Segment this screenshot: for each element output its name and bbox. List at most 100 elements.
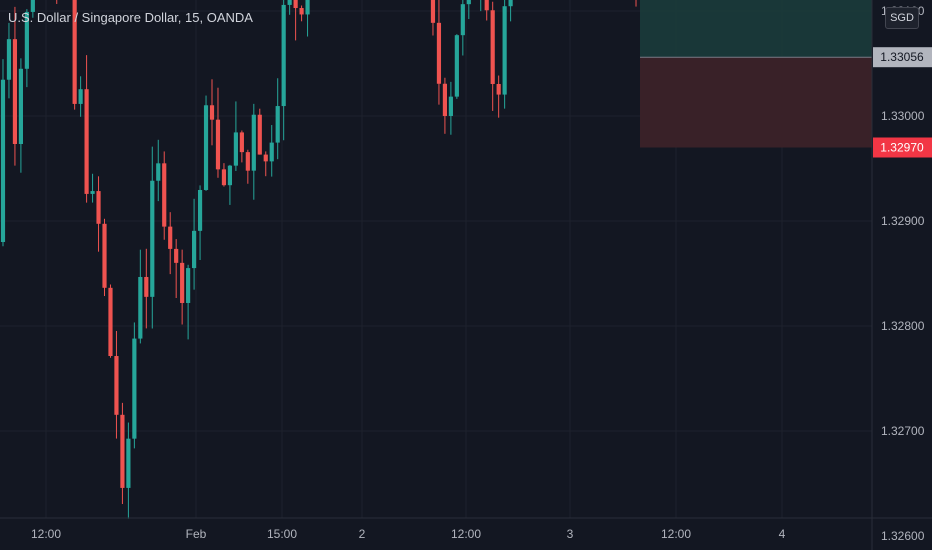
candle xyxy=(257,108,262,155)
candle xyxy=(108,284,113,358)
x-tick-label: 3 xyxy=(567,527,574,541)
candle-body xyxy=(114,356,119,415)
candle-body xyxy=(215,119,221,170)
candle xyxy=(454,34,459,99)
candle xyxy=(466,0,471,20)
candle-body xyxy=(281,4,286,107)
candle-body xyxy=(293,0,298,9)
candle-body xyxy=(257,114,262,155)
candle xyxy=(281,0,286,141)
candle xyxy=(233,101,238,172)
candle xyxy=(484,0,489,21)
candle-body xyxy=(168,226,173,249)
candle-body xyxy=(502,6,507,95)
candle xyxy=(275,78,280,160)
candle xyxy=(138,249,143,344)
candle xyxy=(215,87,221,178)
candle-body xyxy=(186,268,191,303)
x-tick-label: 15:00 xyxy=(267,527,297,541)
candle xyxy=(30,0,35,18)
stop-loss-label: 1.32970 xyxy=(873,137,932,158)
candle xyxy=(209,79,215,146)
candle xyxy=(508,0,513,22)
x-tick-label: Feb xyxy=(186,527,207,541)
candle-body xyxy=(436,22,442,84)
candle xyxy=(78,76,83,117)
y-tick-label: 1.33000 xyxy=(881,109,925,123)
candle-body xyxy=(263,154,268,162)
candle xyxy=(191,198,197,290)
candle xyxy=(245,149,250,184)
candle-body xyxy=(197,189,203,231)
candle xyxy=(132,322,137,449)
candle xyxy=(436,0,442,105)
candle-body xyxy=(287,0,292,5)
candle xyxy=(144,248,149,329)
candle xyxy=(126,422,131,519)
candle xyxy=(263,151,268,177)
candle-body xyxy=(84,89,89,194)
x-tick-label: 12:00 xyxy=(661,527,691,541)
candle-body xyxy=(448,96,453,116)
candle xyxy=(197,185,203,260)
candle-body xyxy=(90,191,95,194)
candle xyxy=(0,59,6,247)
candle xyxy=(96,176,101,252)
candle-body xyxy=(126,438,131,488)
entry-price-label-bg xyxy=(873,47,932,68)
candle-body xyxy=(78,89,83,104)
candle xyxy=(180,249,185,325)
candle xyxy=(460,0,465,56)
candle-body xyxy=(233,132,238,166)
candle-body xyxy=(221,169,227,186)
position-zones xyxy=(640,0,872,148)
y-tick-label: 1.32800 xyxy=(881,319,925,333)
candle xyxy=(6,22,12,99)
candle xyxy=(502,0,507,109)
candle-body xyxy=(120,414,125,488)
candle xyxy=(174,239,179,299)
candle-body xyxy=(508,0,513,7)
candle xyxy=(305,0,310,37)
x-tick-label: 2 xyxy=(359,527,366,541)
candle-body xyxy=(251,114,256,171)
candle-body xyxy=(245,152,250,171)
candle-body xyxy=(460,4,465,36)
candle-body xyxy=(180,262,185,303)
candle xyxy=(84,55,89,203)
loss-zone xyxy=(640,57,872,148)
candle xyxy=(186,264,191,340)
candle-body xyxy=(156,163,161,181)
candle-body xyxy=(96,191,101,224)
x-tick-label: 4 xyxy=(779,527,786,541)
candle-body xyxy=(484,0,489,11)
candle xyxy=(72,0,77,110)
candle-body xyxy=(466,0,471,5)
candle-body xyxy=(191,230,197,269)
candle-body xyxy=(150,180,155,297)
profit-zone xyxy=(640,0,872,58)
candle xyxy=(168,212,173,275)
y-tick-label: 1.32600 xyxy=(881,529,925,543)
candle-body xyxy=(12,39,18,145)
candle-body xyxy=(108,287,113,357)
candle-body xyxy=(18,68,23,145)
candle xyxy=(221,163,227,187)
candle-body xyxy=(30,0,35,12)
candle xyxy=(162,151,167,240)
candle xyxy=(442,77,448,134)
candle-body xyxy=(174,248,179,263)
candle-body xyxy=(138,276,143,339)
candle xyxy=(490,1,495,111)
stop-loss-label-text: 1.32970 xyxy=(880,141,924,155)
candle xyxy=(448,81,453,135)
candle-body xyxy=(239,132,244,153)
candle xyxy=(102,218,107,297)
candle-body xyxy=(227,165,233,186)
candle-body xyxy=(305,0,310,15)
candlestick-series xyxy=(0,0,637,519)
currency-button[interactable]: SGD xyxy=(885,7,919,29)
candle xyxy=(120,402,125,505)
